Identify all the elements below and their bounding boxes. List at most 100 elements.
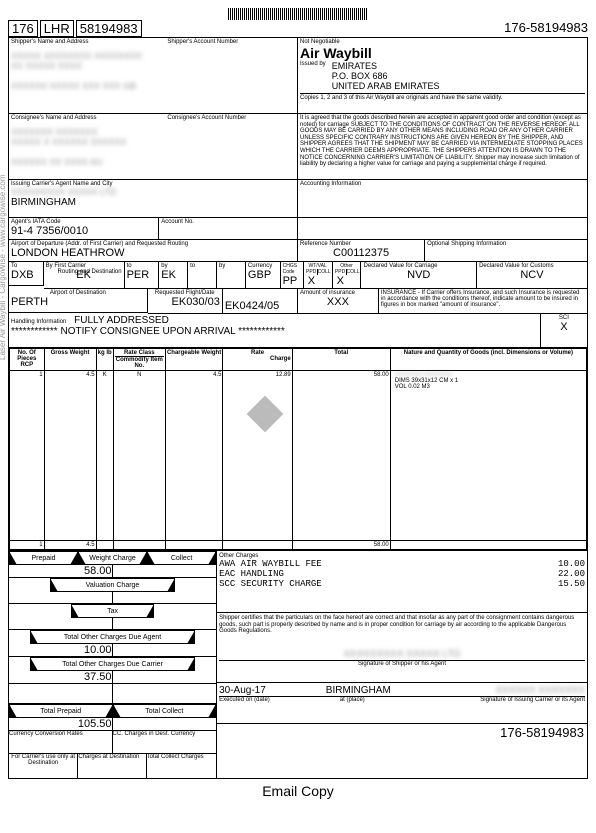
s-total: 58.00 (292, 541, 390, 550)
cad-lbl: Charges at Destination (77, 754, 145, 778)
awb-full-top: 176-58194983 (504, 20, 588, 35)
ccdc-lbl: CC. Charges in Dest. Currency (113, 731, 217, 753)
by2: EK (161, 269, 185, 281)
amtins: XXX (300, 296, 376, 308)
h-gw: Gross Weight (44, 349, 96, 371)
collect-lbl: Collect (156, 552, 207, 564)
sig1-lbl: Signature of Shipper or his Agent (219, 661, 585, 667)
carrier-name: EMIRATES (332, 61, 440, 71)
h-ci: Commodity Item No. (115, 356, 164, 369)
wtval: X (306, 275, 330, 287)
prepaid-lbl: Prepaid (18, 552, 69, 564)
carrier-lbl: Total Other Charges Due Carrier (39, 658, 187, 670)
h-kg: kg lb (96, 349, 113, 371)
oc3: SCC SECURITY CHARGE (219, 579, 322, 589)
origin: LHR (40, 20, 74, 37)
rfd2: EK0424/05 (225, 300, 295, 312)
to2: PER (127, 269, 157, 281)
exec-place: BIRMINGHAM (326, 685, 391, 696)
dep-val: LONDON HEATHROW (11, 247, 295, 259)
c-pieces: 1 (10, 371, 45, 541)
c-rate: 12.89 (276, 372, 291, 378)
wtval-col-lbl: COLL (318, 269, 330, 275)
cargo-table: No. Of Pieces RCP Gross Weight kg lb Rat… (9, 348, 587, 550)
awb-title: Air Waybill (300, 45, 585, 61)
to: DXB (11, 269, 41, 281)
shipper-lbl: Shipper's Name and Address (11, 39, 295, 45)
cert-text: Shipper certifies that the particulars o… (219, 615, 585, 635)
c-total: 58.00 (292, 371, 390, 541)
totpre-val: 105.50 (9, 718, 113, 730)
carrier-val: 37.50 (9, 671, 113, 683)
diamond-icon (246, 396, 283, 433)
c-rc: N (113, 371, 165, 541)
chgs-lbl: CHGS Code (283, 263, 301, 275)
acct-no-lbl: Account No. (161, 219, 295, 225)
agent-val: 10.00 (9, 644, 113, 656)
dest: PERTH (11, 296, 145, 308)
h-cw: Chargeable Weight (165, 349, 223, 371)
s-gw: 4.5 (44, 541, 96, 550)
to3-lbl: to (190, 263, 214, 269)
fcu-lbl: For Carrier's use only at Destination (9, 754, 77, 778)
handling-lbl: Handling Information (11, 319, 66, 325)
watermark: Laser Air Waybill - CargoWise - www.carg… (0, 174, 7, 360)
exec-date: 30-Aug-17 (219, 685, 266, 696)
c-cw: 4.5 (165, 371, 223, 541)
issued-by-lbl: Issued by (300, 61, 326, 91)
handling-l2: ************ NOTIFY CONSIGNEE UPON ARRIV… (11, 326, 285, 337)
oc1: AWA AIR WAYBILL FEE (219, 559, 322, 569)
weight-lbl: Weight Charge (87, 552, 138, 564)
ins-text: INSURANCE - If Carrier offers Insurance,… (381, 290, 585, 308)
shipper-redacted: XXXXX XXXXXXXX XXXXXXXXXX XXXXX XXXXXXXX… (11, 51, 295, 91)
exec-on-lbl: Executed on (date) (219, 697, 270, 703)
oc2: EAC HANDLING (219, 569, 284, 579)
tax-lbl: Tax (80, 605, 145, 617)
carrier-addr1: P.O. BOX 686 (332, 71, 440, 81)
accounting-lbl: Accounting Information (300, 181, 585, 187)
awb-bottom: 176-58194983 (217, 723, 587, 741)
at-place-lbl: at (place) (340, 697, 365, 703)
ov3: 15.50 (558, 579, 585, 589)
code3: 176 (8, 20, 38, 37)
consignee-acct-lbl: Consignee's Account Number (167, 115, 246, 121)
dvcu: NCV (479, 269, 585, 281)
h-charge: Charge (224, 356, 290, 362)
by3-lbl: by (219, 263, 243, 269)
chgs: PP (283, 275, 301, 287)
header-left: 176 LHR 58194983 (8, 20, 142, 37)
ov1: 10.00 (558, 559, 585, 569)
rfd1: EK030/03 (150, 296, 220, 308)
rd-lbl: Routing and Destination (58, 269, 122, 275)
consignee-lbl: Consignee's Name and Address (11, 115, 295, 121)
iata-val: 91-4 7356/0010 (11, 225, 156, 237)
totcol-lbl: Total Collect (122, 705, 208, 717)
c-kg: K (96, 371, 113, 541)
issuer-redacted: XXXXXXXXX XXXXX LTD (11, 187, 295, 197)
shipper-acct-lbl: Shipper's Account Number (167, 39, 238, 45)
issuer-city: BIRMINGHAM (11, 197, 295, 208)
dvc: NVD (363, 269, 474, 281)
handling-l1: FULLY ADDRESSED (74, 315, 169, 326)
ccr-lbl: Currency Conversion Rates (9, 731, 113, 753)
tcc-lbl: Total Collect Charges (146, 754, 216, 778)
val-lbl: Valuation Charge (59, 579, 165, 591)
currency: GBP (248, 269, 278, 281)
c-gw: 4.5 (44, 371, 96, 541)
copies-note: Copies 1, 2 and 3 of this Air Waybill ar… (300, 94, 585, 101)
legal-text: It is agreed that the goods described he… (300, 115, 585, 168)
h-nat: Nature and Quantity of Goods (incl. Dime… (390, 349, 586, 371)
goods-redacted: XXXXXXX XXXXXXX (395, 372, 585, 378)
h-pieces: No. Of Pieces RCP (10, 349, 45, 371)
other-col-lbl: COLL (347, 269, 359, 275)
totpre-lbl: Total Prepaid (18, 705, 104, 717)
opt-lbl: Optional Shipping Information (427, 241, 585, 247)
h-total: Total (292, 349, 390, 371)
ov2: 22.00 (558, 569, 585, 579)
sig2-redacted: XXXXXX XXXXXXX (495, 685, 585, 696)
agent-lbl: Total Other Charges Due Agent (39, 631, 187, 643)
sci: X (543, 321, 585, 333)
other: X (335, 275, 359, 287)
awb8: 58194983 (76, 20, 142, 37)
weight-val: 58.00 (9, 565, 113, 577)
